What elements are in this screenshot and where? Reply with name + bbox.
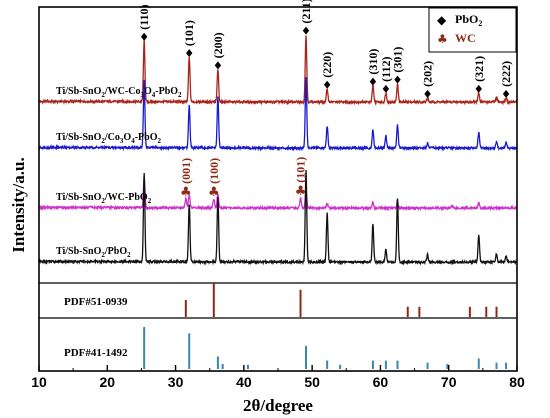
- pbo2-diamond-icon: [369, 77, 377, 86]
- subscript: 4: [131, 137, 135, 145]
- series-label: Ti/Sb-SnO2/WC-Co3O4-PbO2: [56, 86, 182, 99]
- pbo2-diamond-icon: [323, 80, 331, 89]
- pbo2-hkl-label: (310): [366, 49, 380, 75]
- subscript: 4: [152, 91, 156, 99]
- axes-layer: 10 20 30 40 50 60 70 80: [31, 6, 525, 390]
- pbo2-hkl-label: (220): [320, 52, 334, 78]
- pbo2-hkl-label: (222): [499, 61, 513, 87]
- legend-entry-label: WC: [455, 31, 476, 45]
- wc-hkl-label: (100): [207, 158, 221, 184]
- subscript: 2: [478, 19, 482, 28]
- series-trace: [38, 77, 518, 152]
- subscript: 2: [101, 197, 105, 205]
- pbo2-hkl-label: (101): [182, 20, 196, 46]
- legend-text: WC: [455, 31, 476, 45]
- x-tick-label: 10: [31, 374, 47, 390]
- pbo2-hkl-label: (301): [391, 47, 405, 73]
- series-label: Ti/Sb-SnO2/PbO2: [56, 246, 131, 259]
- x-tick-label: 30: [168, 374, 184, 390]
- series-layer: Ti/Sb-SnO2/WC-Co3O4-PbO2Ti/Sb-SnO2/Co3O4…: [38, 35, 518, 266]
- label-text: -PbO: [135, 132, 158, 143]
- pdf-panel-frames: [39, 282, 517, 319]
- annotations-layer: (110) (101) (200) (211) (220) (310)(112)(301)…: [137, 0, 513, 200]
- label-text: Ti/Sb-SnO: [56, 132, 102, 143]
- legend-symbol-icon: ◆: [437, 13, 447, 27]
- pbo2-hkl-label: (211): [299, 0, 313, 24]
- label-text: Ti/Sb-SnO: [56, 246, 102, 257]
- reference-label: PDF#51-0939: [64, 296, 128, 308]
- subscript: 3: [140, 91, 144, 99]
- wc-club-icon: ♣: [180, 185, 192, 200]
- pbo2-diamond-icon: [140, 32, 148, 41]
- series-label: Ti/Sb-SnO2/Co3O4-PbO2: [56, 132, 161, 145]
- subscript: 2: [101, 251, 105, 259]
- wc-hkl-label: (001): [179, 158, 193, 184]
- pbo2-diamond-icon: [502, 89, 510, 98]
- x-tick-label: 80: [509, 374, 525, 390]
- legend-entry-label: PbO2: [455, 12, 482, 28]
- label-text: /WC-Co: [104, 86, 141, 97]
- pbo2-hkl-label: (110): [137, 4, 151, 29]
- pbo2-hkl-label: (112): [379, 56, 393, 81]
- label-text: Ti/Sb-SnO: [56, 86, 102, 97]
- label-text: /WC-PbO: [104, 192, 148, 203]
- series-trace: [38, 169, 518, 266]
- x-tick-label: 40: [236, 374, 252, 390]
- legend-symbol-icon: ♣: [437, 32, 448, 46]
- pbo2-diamond-icon: [382, 84, 390, 93]
- subscript: 2: [148, 197, 152, 205]
- series-trace: [38, 175, 518, 212]
- plot-frame: [38, 6, 518, 372]
- subscript: 3: [120, 137, 124, 145]
- label-text: O: [123, 132, 131, 143]
- series-label: Ti/Sb-SnO2/WC-PbO2: [56, 192, 152, 205]
- pbo2-diamond-icon: [186, 49, 193, 58]
- x-tick-label: 70: [441, 374, 457, 390]
- pbo2-diamond-icon: [214, 61, 222, 70]
- legend-box: [428, 7, 517, 53]
- pbo2-diamond-icon: [394, 75, 401, 84]
- pbo2-diamond-icon: [475, 84, 482, 93]
- pbo2-hkl-label: (200): [211, 32, 225, 58]
- x-tick-label: 20: [99, 374, 115, 390]
- y-axis-title: Intensity/a.u.: [9, 157, 28, 252]
- subscript: 2: [101, 91, 105, 99]
- label-text: /PbO: [104, 246, 127, 257]
- subscript: 2: [101, 137, 105, 145]
- subscript: 2: [178, 91, 182, 99]
- legend-text: PbO: [455, 12, 478, 26]
- series-trace: [38, 35, 518, 106]
- pbo2-hkl-label: (202): [421, 61, 435, 87]
- reference-label: PDF#41-1492: [64, 347, 128, 359]
- wc-club-icon: ♣: [208, 185, 220, 200]
- reference-patterns-layer: PDF#51-0939 PDF#41-1492: [64, 283, 508, 369]
- subscript: 2: [157, 137, 161, 145]
- x-axis-title: 2θ/degree: [243, 396, 313, 415]
- x-tick-label: 50: [304, 374, 320, 390]
- pbo2-diamond-icon: [424, 89, 431, 98]
- pbo2-diamond-icon: [302, 26, 310, 35]
- pbo2-hkl-label: (321): [472, 56, 486, 82]
- x-tick-label: 60: [373, 374, 389, 390]
- label-text: Ti/Sb-SnO: [56, 192, 102, 203]
- wc-club-icon: ♣: [295, 184, 307, 199]
- legend: ◆ PbO2 ♣ WC: [428, 7, 517, 53]
- label-text: -PbO: [155, 86, 178, 97]
- wc-hkl-label: (101): [294, 157, 308, 183]
- label-text: /Co: [104, 132, 120, 143]
- label-text: O: [144, 86, 152, 97]
- subscript: 2: [127, 251, 131, 259]
